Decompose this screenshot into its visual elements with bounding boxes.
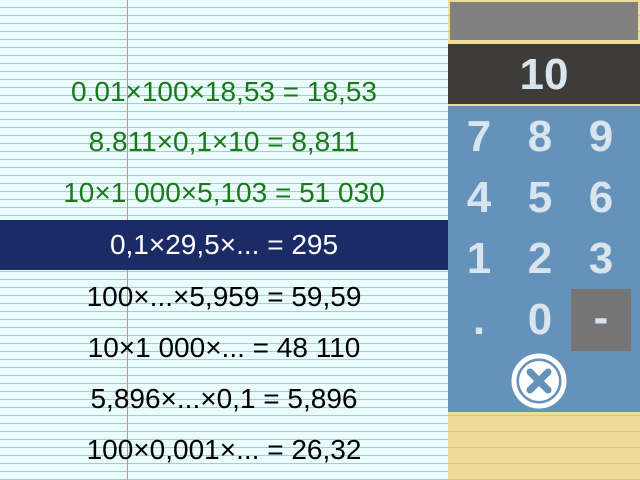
exercise-sheet: 0.01×100×18,53 = 18,53 8.811×0,1×10 = 8,… bbox=[0, 0, 448, 480]
keypad: 7 8 9 4 5 6 1 2 3 . 0 - bbox=[448, 106, 640, 412]
key-minus[interactable]: - bbox=[571, 289, 631, 351]
key-3[interactable]: 3 bbox=[588, 234, 614, 283]
exercise-row-7[interactable]: 5,896×...×0,1 = 5,896 bbox=[90, 383, 358, 414]
exercise-row-5[interactable]: 100×...×5,959 = 59,59 bbox=[86, 281, 362, 312]
key-4[interactable]: 4 bbox=[466, 173, 492, 222]
key-6[interactable]: 6 bbox=[588, 173, 614, 222]
input-panel: 10 7 8 9 4 5 6 1 2 3 . 0 - bbox=[448, 0, 640, 480]
key-2[interactable]: 2 bbox=[527, 234, 553, 283]
panel-header bbox=[450, 2, 638, 40]
key-9[interactable]: 9 bbox=[588, 112, 614, 161]
exercise-row-6[interactable]: 10×1 000×... = 48 110 bbox=[87, 332, 361, 363]
exercise-row-4-active[interactable]: 0,1×29,5×... = 295 bbox=[0, 220, 448, 270]
clear-button[interactable] bbox=[510, 352, 568, 410]
close-circle-icon bbox=[511, 353, 567, 409]
exercise-row-3[interactable]: 10×1 000×5,103 = 51 030 bbox=[63, 177, 385, 208]
answer-display: 10 bbox=[448, 44, 640, 104]
key-7[interactable]: 7 bbox=[466, 112, 492, 161]
key-8[interactable]: 8 bbox=[527, 112, 553, 161]
exercise-row-1[interactable]: 0.01×100×18,53 = 18,53 bbox=[71, 76, 377, 107]
exercise-row-2[interactable]: 8.811×0,1×10 = 8,811 bbox=[88, 126, 360, 157]
key-0[interactable]: 0 bbox=[527, 295, 553, 344]
key-decimal[interactable]: . bbox=[472, 295, 486, 344]
exercise-row-8[interactable]: 100×0,001×... = 26,32 bbox=[86, 434, 362, 465]
key-1[interactable]: 1 bbox=[466, 234, 492, 283]
key-5[interactable]: 5 bbox=[527, 173, 553, 222]
